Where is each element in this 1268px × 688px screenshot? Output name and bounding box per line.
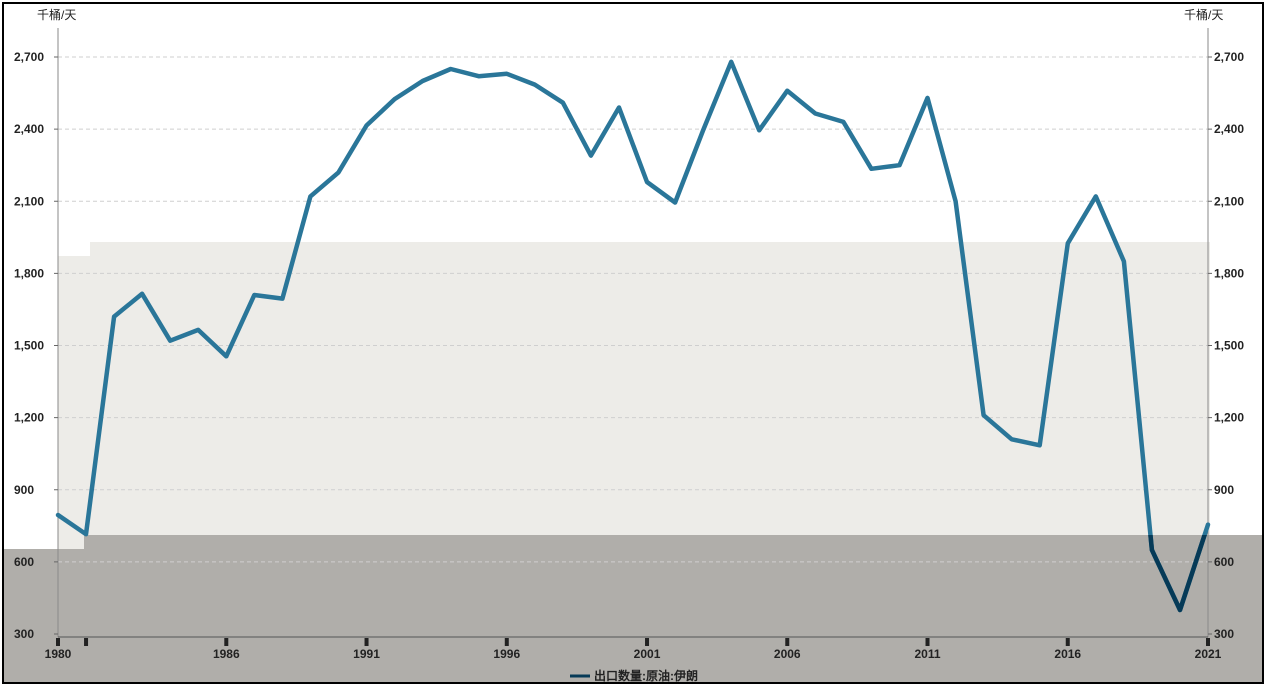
y-tick-right-1,800: 1,800 [1214,266,1244,280]
y-tick-left-2,700: 2,700 [14,50,44,64]
y-tick-right-300: 300 [1214,627,1234,641]
y-axis-right-ticks: 300 600 900 1,200 1,500 1,800 2,100 2,400 2,700 [1208,50,1244,641]
y-tick-left-1,200: 1,200 [14,411,44,425]
y-axis-left-unit: 千桶/天 [37,7,76,22]
y-tick-left-600: 600 [14,555,34,569]
x-tick-1986: 1986 [213,647,240,661]
y-tick-left-2,100: 2,100 [14,194,44,208]
x-tick-mark-2006 [785,638,790,646]
x-tick-mark-1991 [364,638,369,646]
x-tick-2006: 2006 [774,647,801,661]
band-light-step [90,242,1210,256]
x-tick-mark-1981 [84,638,89,646]
series-line-0 [55,59,1211,613]
y-tick-right-2,100: 2,100 [1214,194,1244,208]
x-tick-2011: 2011 [914,647,940,661]
x-tick-mark-2016 [1065,638,1070,646]
x-tick-2021: 2021 [1195,647,1222,661]
y-tick-right-1,200: 1,200 [1214,411,1244,425]
y-tick-right-2,400: 2,400 [1214,122,1244,136]
y-axis-right-unit: 千桶/天 [1184,7,1223,22]
x-tick-2016: 2016 [1054,647,1081,661]
band-dark [4,549,1262,682]
y-tick-left-1,500: 1,500 [14,339,44,353]
y-tick-right-900: 900 [1214,483,1234,497]
y-tick-left-900: 900 [14,483,34,497]
x-tick-mark-1980 [56,638,60,646]
y-axis-left-ticks: 300 600 900 1,200 1,500 1,800 2,100 2,400 2,700 [14,50,58,641]
series-line-dark-segment [1148,535,1207,613]
y-tick-right-1,500: 1,500 [1214,339,1244,353]
x-tick-mark-2001 [645,638,650,646]
line-chart: 3006009001,2001,5001,8002,1002,4002,700 … [4,7,1262,682]
x-tick-mark-2021 [1206,638,1210,646]
x-tick-2001: 2001 [634,647,661,661]
band-dark-step [84,535,1262,549]
x-axis-ticks: 1980 1986 1991 1996 2001 2006 2011 2016 2021 [45,638,1222,661]
x-tick-mark-1986 [224,638,229,646]
series-lines [55,59,1211,613]
y-tick-right-2,700: 2,700 [1214,50,1244,64]
gridlines [58,56,1208,563]
background-bands [4,242,1262,682]
y-tick-right-600: 600 [1214,555,1234,569]
legend-label: 出口数量:原油:伊朗 [594,668,698,682]
x-tick-1996: 1996 [493,647,520,661]
y-tick-left-2,400: 2,400 [14,122,44,136]
x-tick-mark-2011 [925,638,930,646]
x-tick-1980: 1980 [45,647,72,661]
x-tick-1991: 1991 [353,647,380,661]
x-tick-mark-1996 [504,638,509,646]
y-tick-left-300: 300 [14,627,34,641]
legend: 出口数量:原油:伊朗 [570,668,698,682]
y-tick-left-1,800: 1,800 [14,266,44,280]
